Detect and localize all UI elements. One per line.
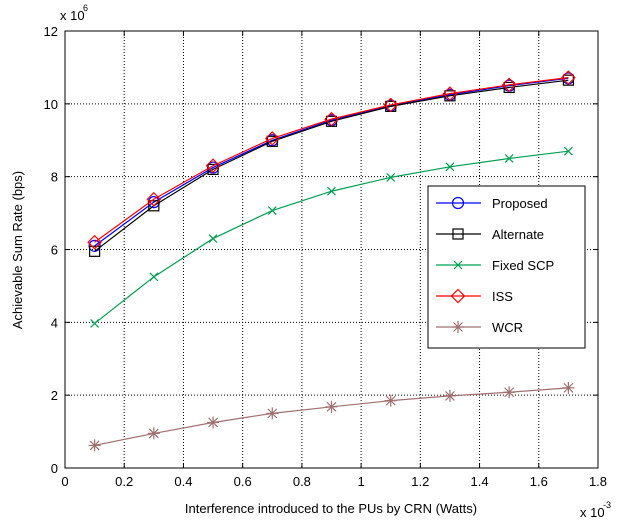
- legend-label: WCR: [492, 320, 523, 335]
- data-point: [445, 162, 455, 172]
- legend: Proposed Alternate Fixed SCP ISS WCR: [427, 185, 586, 349]
- x-tick-label: 0.8: [293, 474, 311, 489]
- series-line: [94, 77, 569, 247]
- data-point: [267, 206, 277, 215]
- series-layer: [87, 70, 576, 452]
- data-point: [383, 97, 399, 113]
- y-axis-label: Achievable Sum Rate (bps): [10, 171, 25, 329]
- legend-entry: Fixed SCP: [436, 258, 554, 273]
- legend-entry: WCR: [436, 320, 523, 335]
- data-point: [501, 77, 517, 93]
- series-line: [94, 77, 569, 243]
- data-point: [562, 381, 575, 394]
- y-tick-label: 6: [51, 243, 58, 258]
- data-point: [561, 70, 576, 85]
- data-point: [207, 163, 219, 175]
- data-point: [207, 416, 220, 429]
- data-point: [327, 186, 336, 196]
- x-axis-label: Interference introduced to the PUs by CR…: [185, 501, 477, 516]
- data-point: [147, 427, 160, 440]
- legend-marker: [452, 321, 464, 333]
- data-point: [87, 234, 102, 250]
- legend-label: Alternate: [492, 227, 544, 242]
- data-point: [266, 407, 279, 420]
- data-point: [504, 154, 514, 163]
- data-point: [146, 191, 162, 207]
- legend-marker: [450, 288, 466, 304]
- x-tick-label: 1: [357, 474, 364, 489]
- y-tick-label: 4: [51, 315, 58, 330]
- series-wcr: [88, 381, 575, 452]
- x-tick-label: 1.6: [530, 474, 548, 489]
- x-tick-label: 0.4: [174, 474, 192, 489]
- data-point: [264, 131, 280, 146]
- x-tick-label: 0.2: [115, 474, 133, 489]
- series-line: [94, 79, 569, 252]
- series-fixed-scp: [90, 146, 573, 328]
- data-point: [90, 319, 100, 328]
- series-line: [94, 387, 569, 447]
- data-point: [205, 158, 221, 174]
- x-axis-multiplier: x 10 -3: [580, 500, 611, 520]
- data-point: [384, 394, 397, 407]
- data-point: [325, 400, 338, 413]
- data-point: [386, 172, 396, 182]
- y-tick-label: 12: [44, 24, 58, 39]
- data-point: [148, 200, 160, 212]
- y-axis-ticks: 0 2 4 6 8 10 12: [44, 24, 598, 476]
- x-tick-label: 0: [61, 474, 68, 489]
- x-tick-label: 0.6: [234, 474, 252, 489]
- x-tick-label: 1.8: [589, 474, 607, 489]
- data-point: [503, 386, 516, 399]
- data-point: [562, 74, 574, 86]
- x-multiplier-exponent: -3: [603, 500, 611, 510]
- legend-label: Fixed SCP: [492, 258, 554, 273]
- data-point: [442, 86, 458, 101]
- series-iss: [87, 70, 576, 250]
- legend-label: Proposed: [492, 196, 548, 211]
- y-multiplier-exponent: 6: [83, 3, 88, 13]
- legend-entry: Proposed: [436, 196, 548, 211]
- legend-entry: Alternate: [436, 227, 544, 242]
- y-multiplier-base: x 10: [60, 8, 85, 23]
- y-tick-label: 2: [51, 388, 58, 403]
- legend-marker: [451, 196, 465, 210]
- x-multiplier-base: x 10: [580, 505, 605, 520]
- legend-entry: ISS: [436, 288, 513, 304]
- y-axis-multiplier: x 10 6: [60, 3, 88, 23]
- legend-label: ISS: [492, 289, 513, 304]
- legend-marker: [452, 228, 464, 240]
- y-tick-label: 10: [44, 97, 58, 112]
- data-point: [88, 439, 101, 452]
- data-point: [149, 272, 159, 282]
- data-point: [89, 245, 101, 257]
- legend-marker: [453, 260, 463, 270]
- data-point: [324, 111, 339, 127]
- x-axis-ticks: 0 0.2 0.4 0.6 0.8 1 1.2 1.4 1.6 1.8: [61, 31, 607, 489]
- y-tick-label: 0: [51, 461, 58, 476]
- legend-box: [427, 185, 586, 349]
- data-point: [563, 146, 573, 156]
- x-tick-label: 1.4: [471, 474, 489, 489]
- data-point: [503, 81, 515, 94]
- data-point: [443, 389, 456, 402]
- x-tick-label: 1.2: [411, 474, 429, 489]
- data-point: [208, 234, 218, 243]
- y-tick-label: 8: [51, 170, 58, 185]
